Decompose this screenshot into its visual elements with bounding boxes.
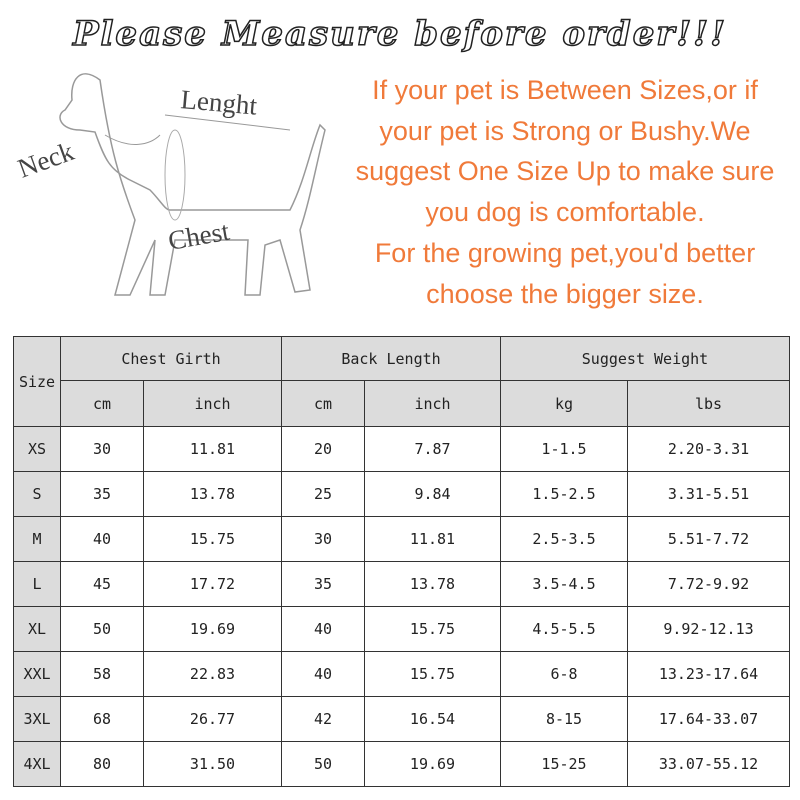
value-cell: 50 — [60, 606, 144, 652]
value-cell: 15.75 — [364, 606, 501, 652]
chest-girth-header: Chest Girth — [60, 336, 282, 381]
size-cell: 4XL — [13, 741, 61, 787]
size-cell: XL — [13, 606, 61, 652]
value-cell: 5.51-7.72 — [627, 516, 790, 562]
value-cell: 40 — [60, 516, 144, 562]
size-cell: 3XL — [13, 696, 61, 742]
title: Please Measure before order!!! — [72, 13, 728, 55]
value-cell: 35 — [281, 561, 365, 607]
advice-line: you dog is comfortable. — [425, 197, 705, 228]
value-cell: 3.31-5.51 — [627, 471, 790, 517]
advice-line: For the growing pet,you'd better — [374, 237, 756, 268]
value-cell: 15-25 — [500, 741, 628, 787]
unit-header: cm — [281, 380, 365, 427]
value-cell: 31.50 — [143, 741, 282, 787]
table-row: XL 50 19.69 40 15.75 4.5-5.5 9.92-12.13 — [13, 606, 790, 652]
value-cell: 35 — [60, 471, 144, 517]
value-cell: 80 — [60, 741, 144, 787]
value-cell: 1-1.5 — [500, 426, 628, 472]
value-cell: 13.78 — [143, 471, 282, 517]
value-cell: 11.81 — [364, 516, 501, 562]
advice-line: your pet is Strong or Bushy.We — [379, 115, 751, 146]
advice-line: choose the bigger size. — [426, 278, 704, 309]
unit-header: inch — [143, 380, 282, 427]
value-cell: 11.81 — [143, 426, 282, 472]
size-table: Size Chest Girth Back Length Suggest Wei… — [13, 336, 790, 787]
value-cell: 68 — [60, 696, 144, 742]
size-cell: L — [13, 561, 61, 607]
suggest-weight-header: Suggest Weight — [500, 336, 790, 381]
value-cell: 40 — [281, 651, 365, 697]
table-row: L 45 17.72 35 13.78 3.5-4.5 7.72-9.92 — [13, 561, 790, 607]
table-row: 4XL 80 31.50 50 19.69 15-25 33.07-55.12 — [13, 741, 790, 787]
value-cell: 17.72 — [143, 561, 282, 607]
value-cell: 45 — [60, 561, 144, 607]
dog-measurement-diagram: Lenght Neck Chest — [14, 73, 326, 296]
size-cell: XXL — [13, 651, 61, 697]
neck-label: Neck — [14, 136, 78, 184]
value-cell: 20 — [281, 426, 365, 472]
size-cell: M — [13, 516, 61, 562]
value-cell: 33.07-55.12 — [627, 741, 790, 787]
value-cell: 9.84 — [364, 471, 501, 517]
value-cell: 16.54 — [364, 696, 501, 742]
table-row: XS 30 11.81 20 7.87 1-1.5 2.20-3.31 — [13, 426, 790, 472]
value-cell: 58 — [60, 651, 144, 697]
value-cell: 17.64-33.07 — [627, 696, 790, 742]
chest-label: Chest — [166, 216, 232, 256]
unit-header: kg — [500, 380, 628, 427]
length-label: Lenght — [179, 84, 258, 121]
size-cell: XS — [13, 426, 61, 472]
value-cell: 13.78 — [364, 561, 501, 607]
value-cell: 1.5-2.5 — [500, 471, 628, 517]
table-row: 3XL 68 26.77 42 16.54 8-15 17.64-33.07 — [13, 696, 790, 742]
value-cell: 26.77 — [143, 696, 282, 742]
back-length-header: Back Length — [281, 336, 501, 381]
sizing-advice: If your pet is Between Sizes,or if your … — [340, 70, 790, 314]
table-row: S 35 13.78 25 9.84 1.5-2.5 3.31-5.51 — [13, 471, 790, 517]
advice-line: If your pet is Between Sizes,or if — [372, 75, 758, 105]
dog-outline-icon — [59, 73, 326, 296]
value-cell: 2.5-3.5 — [500, 516, 628, 562]
value-cell: 30 — [60, 426, 144, 472]
value-cell: 22.83 — [143, 651, 282, 697]
value-cell: 2.20-3.31 — [627, 426, 790, 472]
value-cell: 6-8 — [500, 651, 628, 697]
value-cell: 9.92-12.13 — [627, 606, 790, 652]
value-cell: 4.5-5.5 — [500, 606, 628, 652]
value-cell: 8-15 — [500, 696, 628, 742]
value-cell: 3.5-4.5 — [500, 561, 628, 607]
value-cell: 50 — [281, 741, 365, 787]
value-cell: 19.69 — [143, 606, 282, 652]
value-cell: 7.87 — [364, 426, 501, 472]
size-cell: S — [13, 471, 61, 517]
value-cell: 30 — [281, 516, 365, 562]
value-cell: 15.75 — [143, 516, 282, 562]
value-cell: 19.69 — [364, 741, 501, 787]
size-header: Size — [13, 336, 61, 427]
value-cell: 25 — [281, 471, 365, 517]
unit-header: inch — [364, 380, 501, 427]
value-cell: 7.72-9.92 — [627, 561, 790, 607]
value-cell: 13.23-17.64 — [627, 651, 790, 697]
value-cell: 15.75 — [364, 651, 501, 697]
unit-header: cm — [60, 380, 144, 427]
value-cell: 40 — [281, 606, 365, 652]
value-cell: 42 — [281, 696, 365, 742]
table-row: XXL 58 22.83 40 15.75 6-8 13.23-17.64 — [13, 651, 790, 697]
table-row: M 40 15.75 30 11.81 2.5-3.5 5.51-7.72 — [13, 516, 790, 562]
advice-line: suggest One Size Up to make sure — [355, 156, 775, 187]
unit-header: lbs — [627, 380, 790, 427]
